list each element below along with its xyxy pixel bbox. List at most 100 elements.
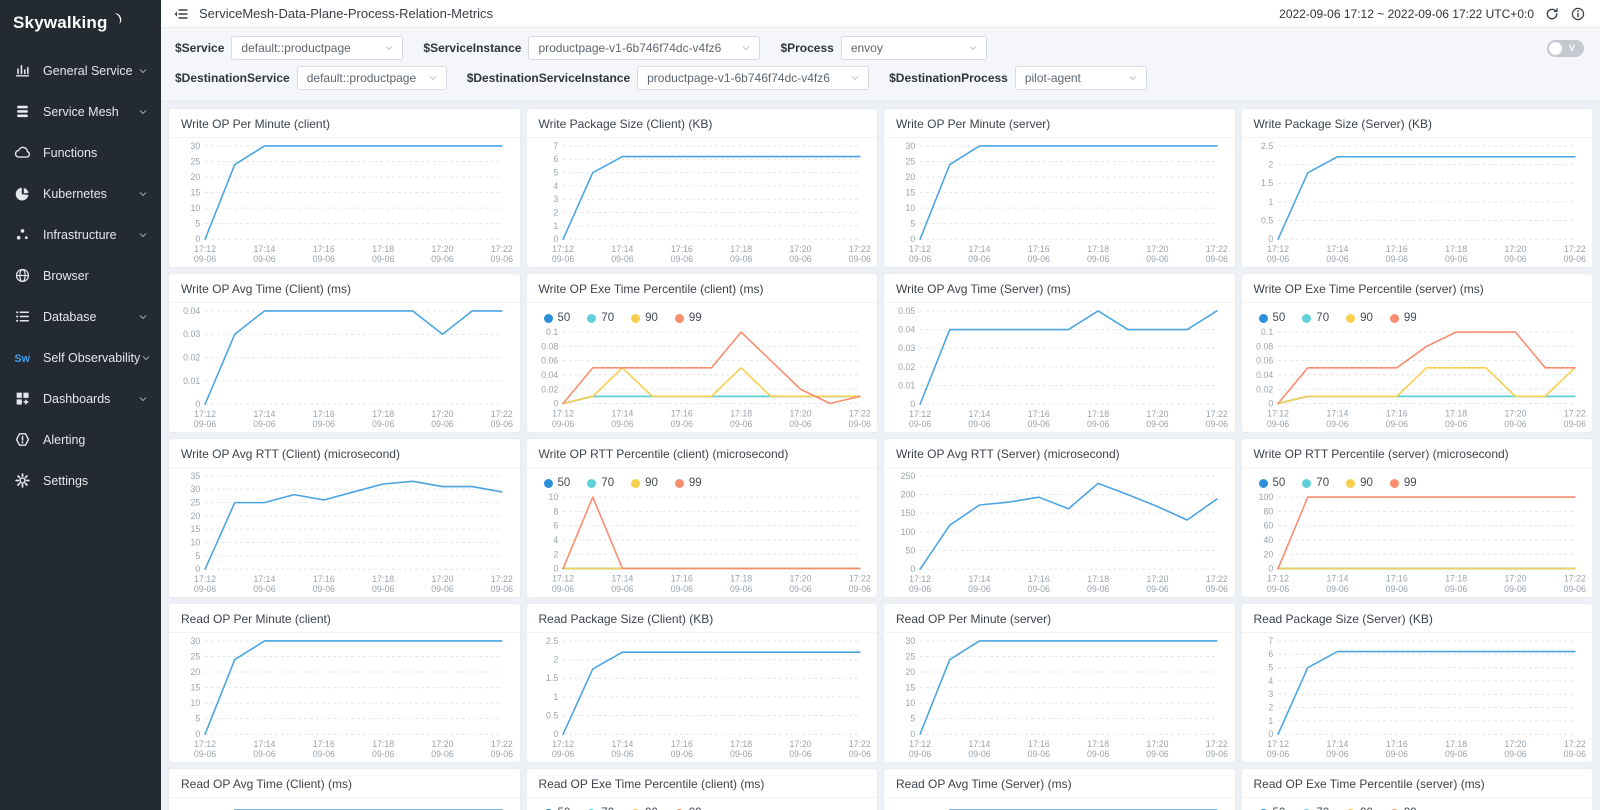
line-chart: 02040608010017:1209-0617:1409-0617:1609-… (1258, 492, 1585, 594)
svg-text:09-06: 09-06 (1266, 749, 1288, 759)
legend-dot (674, 313, 684, 323)
filter-select-process[interactable]: envoy (840, 36, 987, 60)
svg-text:09-06: 09-06 (1326, 749, 1348, 759)
legend-item[interactable]: 70 (587, 312, 614, 324)
svg-text:17:16: 17:16 (1028, 574, 1050, 584)
chart-body: 0 0.01 0.02 0.03 0.04 0.05 17:12 09-06 17:14 09-0… (884, 303, 1235, 432)
svg-text:09-06: 09-06 (253, 419, 275, 429)
filter-select-serviceinstance[interactable]: productpage-v1-6b746f74dc-v4fz6 (528, 36, 761, 60)
svg-text:17:16: 17:16 (313, 574, 335, 584)
legend-item[interactable]: 70 (587, 807, 614, 810)
legend-item[interactable]: 99 (674, 312, 702, 324)
legend-item[interactable]: 99 (1389, 807, 1417, 810)
sidebar-item-dashboards[interactable]: Dashboards (0, 378, 161, 419)
sidebar-item-browser[interactable]: Browser (0, 255, 161, 296)
svg-text:17:20: 17:20 (1504, 574, 1526, 584)
legend-item[interactable]: 99 (674, 477, 702, 489)
chevron-down-icon (137, 65, 149, 77)
svg-text:17:20: 17:20 (789, 244, 811, 254)
legend-item[interactable]: 50 (543, 807, 570, 810)
legend-item[interactable]: 90 (1346, 807, 1373, 810)
legend-item[interactable]: 70 (1302, 807, 1329, 810)
sidebar-item-service-mesh[interactable]: Service Mesh (0, 91, 161, 132)
sidebar-item-database[interactable]: Database (0, 296, 161, 337)
svg-text:09-06: 09-06 (1206, 254, 1228, 264)
sidebar-item-label: Kubernetes (43, 186, 107, 201)
svg-text:17:18: 17:18 (1445, 574, 1467, 584)
svg-text:17:14: 17:14 (611, 739, 633, 749)
legend-item[interactable]: 50 (543, 312, 570, 324)
svg-text:09-06: 09-06 (431, 419, 453, 429)
legend-item[interactable]: 90 (631, 807, 658, 810)
sidebar-item-functions[interactable]: Functions (0, 132, 161, 173)
legend-item[interactable]: 70 (1302, 312, 1329, 324)
chart-card: Read OP Exe Time Percentile (client) (ms… (526, 769, 877, 810)
sidebar-item-self-observability[interactable]: Sw Self Observability (0, 337, 161, 378)
svg-text:17:16: 17:16 (670, 574, 692, 584)
filter-select-destinationserviceinstance[interactable]: productpage-v1-6b746f74dc-v4fz6 (637, 66, 870, 90)
legend-item[interactable]: 50 (1258, 477, 1285, 489)
time-range[interactable]: 2022-09-06 17:12 ~ 2022-09-06 17:22 UTC+… (1279, 6, 1534, 21)
svg-text:09-06: 09-06 (1146, 419, 1168, 429)
chart-body: 00.0117:1209-0617:1409-0617:1609-0617:18… (884, 798, 1235, 810)
svg-text:17:20: 17:20 (432, 739, 454, 749)
sidebar-item-general-service[interactable]: General Service (0, 50, 161, 91)
sidebar-item-label: Dashboards (43, 391, 111, 406)
filter-row-1: $Service default::productpage $ServiceInst… (175, 35, 1584, 61)
svg-text:3: 3 (553, 194, 558, 204)
svg-text:100: 100 (1258, 492, 1273, 502)
filter-select-destinationprocess[interactable]: pilot-agent (1014, 66, 1147, 90)
legend-item[interactable]: 99 (1389, 477, 1417, 489)
legend-item[interactable]: 99 (674, 807, 702, 810)
sidebar-item-alerting[interactable]: Alerting (0, 419, 161, 460)
refresh-icon[interactable] (1544, 6, 1560, 22)
legend-item[interactable]: 50 (1258, 807, 1285, 810)
version-toggle[interactable]: V (1547, 39, 1584, 57)
legend-item[interactable]: 90 (1346, 312, 1373, 324)
svg-text:0.04: 0.04 (1256, 370, 1273, 380)
legend-dot (1346, 313, 1356, 323)
svg-text:09-06: 09-06 (1087, 584, 1109, 594)
chart-body: 50 70 90 99 0 20 40 60 80 100 17:12 09-06 17:14 09-06… (1242, 468, 1593, 597)
legend-item[interactable]: 99 (1389, 312, 1417, 324)
svg-text:1: 1 (1268, 197, 1273, 207)
svg-text:1.5: 1.5 (1261, 178, 1273, 188)
sidebar-collapse-icon[interactable] (173, 6, 189, 22)
svg-text:17:12: 17:12 (909, 409, 931, 419)
svg-text:17:12: 17:12 (194, 574, 216, 584)
legend-item[interactable]: 70 (587, 477, 614, 489)
sidebar-item-infrastructure[interactable]: Infrastructure (0, 214, 161, 255)
svg-text:17:16: 17:16 (1028, 409, 1050, 419)
svg-text:15: 15 (190, 682, 200, 692)
svg-text:09-06: 09-06 (1266, 254, 1288, 264)
legend-label: 70 (1316, 807, 1329, 810)
svg-text:17:12: 17:12 (194, 409, 216, 419)
chart-card: Write OP Avg Time (Client) (ms) 0 0.01 0.02… (169, 274, 520, 432)
svg-text:5: 5 (195, 551, 200, 561)
legend-item[interactable]: 90 (631, 477, 658, 489)
svg-text:5: 5 (910, 219, 915, 229)
svg-text:10: 10 (190, 698, 200, 708)
legend-dot (1302, 313, 1312, 323)
legend-item[interactable]: 50 (1258, 312, 1285, 324)
chart-title: Write Package Size (Server) (KB) (1241, 109, 1592, 138)
filter-select-destinationservice[interactable]: default::productpage (296, 66, 447, 90)
chart-body: 0 50 100 150 200 250 17:12 09-06 17:14 09-06 17:16… (884, 468, 1235, 597)
legend-item[interactable]: 90 (1346, 477, 1373, 489)
legend-item[interactable]: 90 (631, 312, 658, 324)
sidebar-item-settings[interactable]: Settings (0, 460, 161, 501)
info-icon[interactable] (1570, 6, 1586, 22)
sidebar-item-kubernetes[interactable]: Kubernetes (0, 173, 161, 214)
legend-label: 50 (557, 477, 571, 489)
legend-item[interactable]: 50 (543, 477, 571, 489)
svg-text:17:12: 17:12 (552, 244, 574, 254)
svg-text:25: 25 (905, 651, 915, 661)
svg-text:15: 15 (905, 187, 915, 197)
svg-text:0.03: 0.03 (183, 329, 200, 339)
svg-text:0.01: 0.01 (183, 376, 200, 386)
svg-text:09-06: 09-06 (1563, 749, 1585, 759)
legend-label: 90 (1360, 312, 1373, 324)
filter-select-service[interactable]: default::productpage (231, 36, 404, 60)
legend-item[interactable]: 70 (1302, 477, 1329, 489)
sidebar-item-label: Database (43, 309, 97, 324)
